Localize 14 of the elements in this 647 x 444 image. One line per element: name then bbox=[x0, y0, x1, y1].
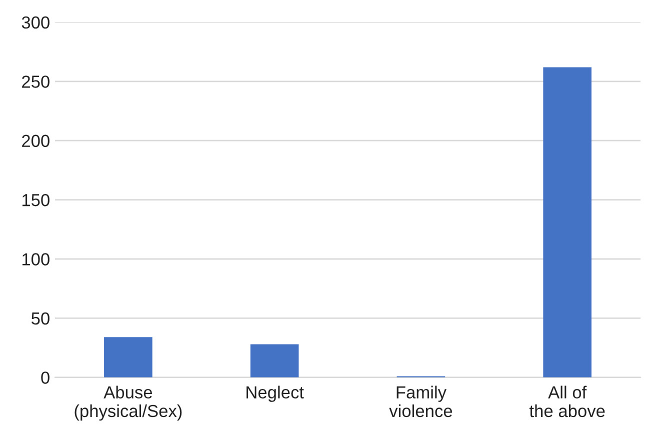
x-tick-label: Abuse (physical/Sex) bbox=[74, 386, 182, 421]
x-tick-label: All of the above bbox=[529, 386, 605, 418]
y-tick-label: 150 bbox=[22, 194, 50, 206]
bar bbox=[250, 344, 299, 378]
y-tick-label: 0 bbox=[41, 372, 50, 384]
x-tick-label: Neglect bbox=[246, 386, 304, 402]
bar bbox=[104, 337, 152, 378]
y-tick-label: 300 bbox=[22, 16, 50, 29]
y-tick-label: 50 bbox=[32, 312, 50, 325]
x-tick-label: Family violence bbox=[389, 386, 452, 418]
y-tick-label: 100 bbox=[22, 253, 50, 266]
bar bbox=[543, 67, 592, 378]
y-tick-label: 200 bbox=[22, 134, 50, 148]
y-tick-label: 250 bbox=[22, 76, 50, 88]
